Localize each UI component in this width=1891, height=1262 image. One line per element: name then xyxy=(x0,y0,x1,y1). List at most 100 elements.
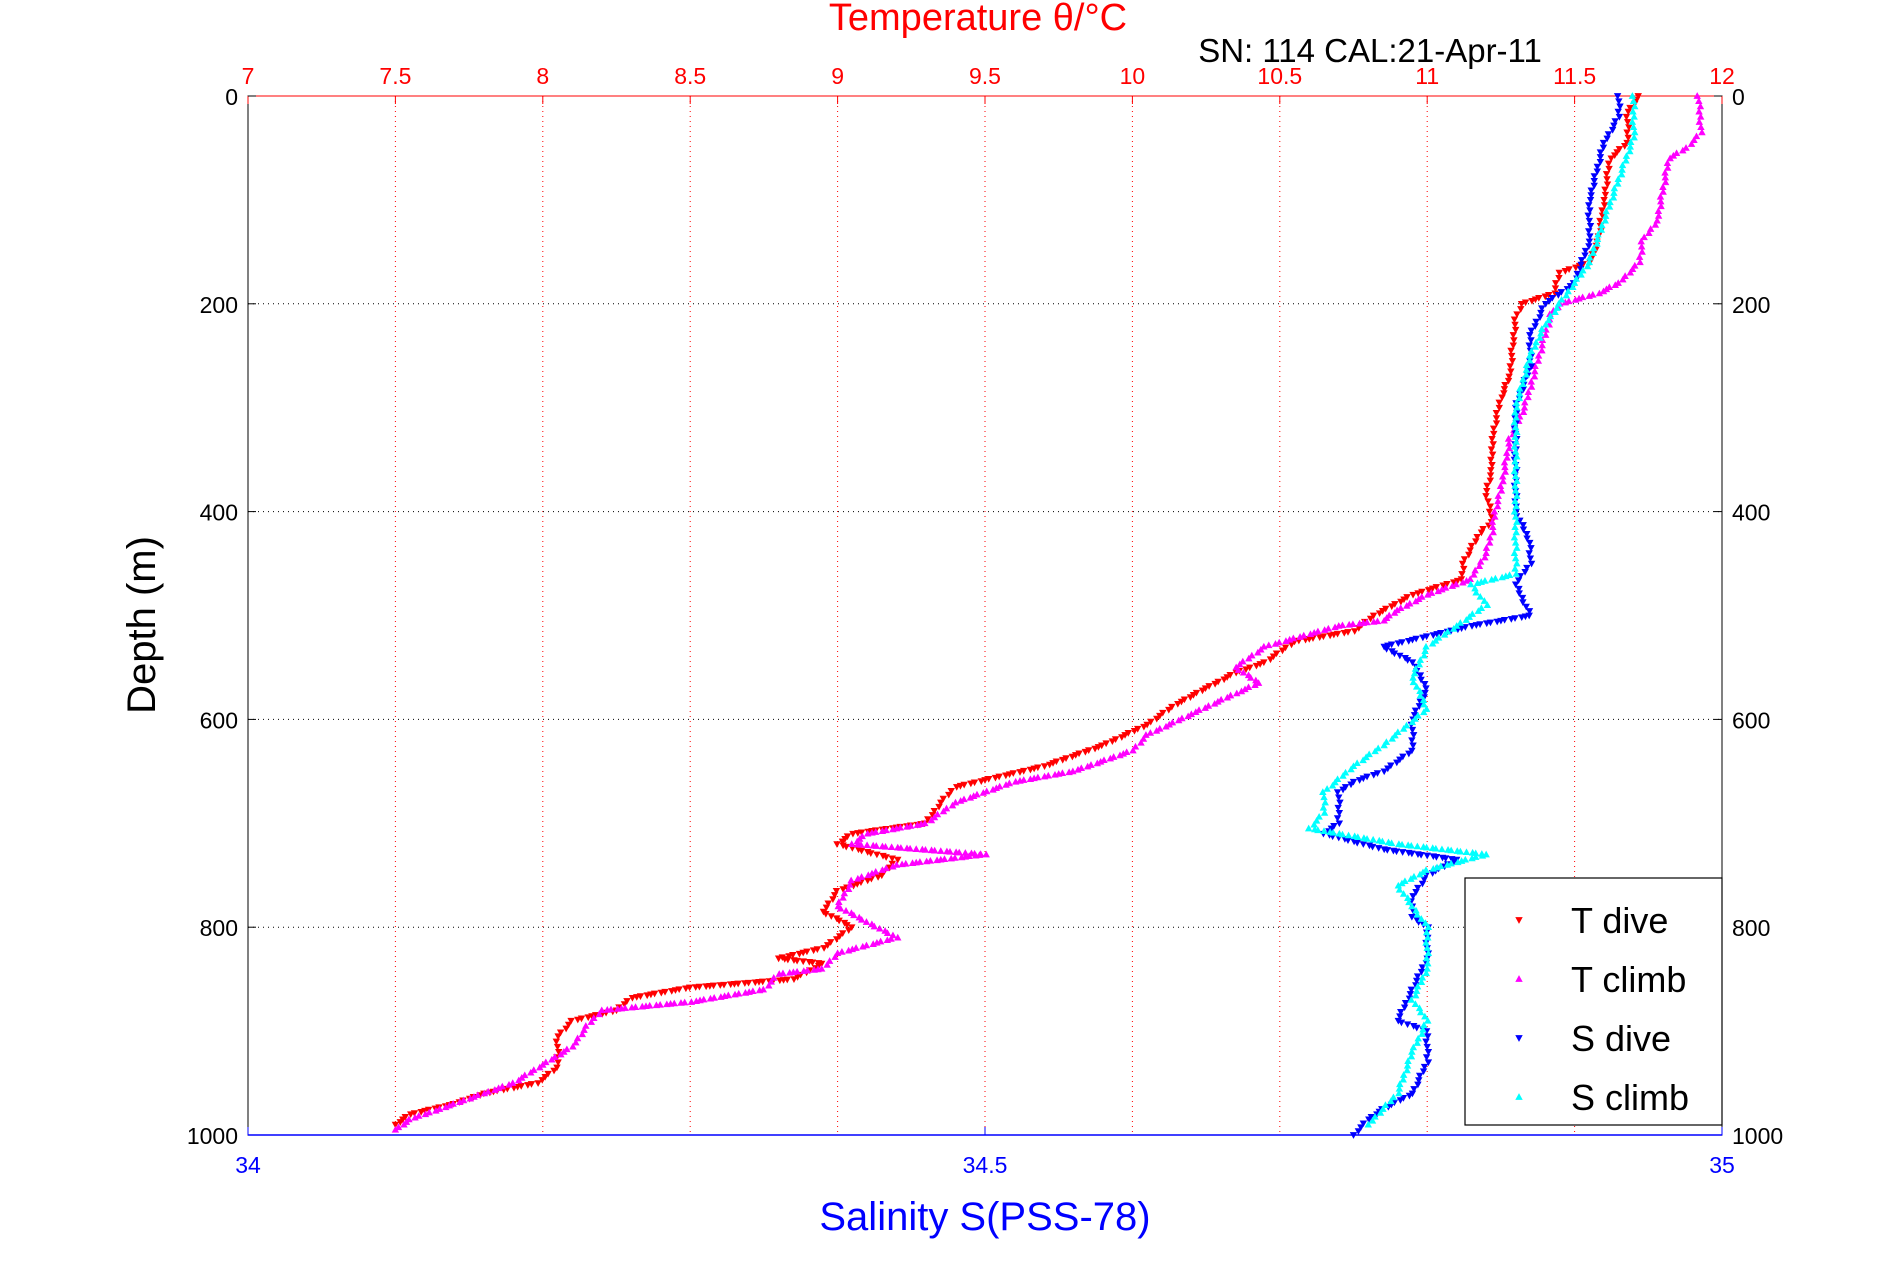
data-point xyxy=(1482,549,1490,557)
data-point xyxy=(534,1080,542,1087)
data-point xyxy=(1603,176,1611,183)
data-point xyxy=(1483,601,1492,608)
data-point xyxy=(1619,275,1627,283)
data-point xyxy=(1405,898,1413,906)
data-point xyxy=(1357,1124,1365,1132)
data-point xyxy=(1488,461,1496,469)
data-point xyxy=(1512,502,1520,510)
data-point xyxy=(1365,750,1373,758)
data-point xyxy=(1223,693,1232,701)
data-point xyxy=(539,1061,547,1068)
data-point xyxy=(1389,1093,1398,1101)
data-point xyxy=(1489,528,1497,536)
temperature-tick-label: 10.5 xyxy=(1257,63,1302,89)
data-point xyxy=(863,829,872,837)
data-point xyxy=(1513,428,1521,436)
data-point xyxy=(1698,128,1706,136)
data-point xyxy=(842,907,850,914)
depth-tick-label-left: 0 xyxy=(225,84,238,110)
data-point xyxy=(1420,876,1428,884)
data-point xyxy=(1239,657,1247,665)
data-point xyxy=(657,989,666,997)
data-point xyxy=(1513,403,1521,411)
data-point xyxy=(1443,861,1452,868)
data-point xyxy=(1381,1101,1390,1108)
data-point xyxy=(1629,97,1638,105)
data-point xyxy=(847,876,855,884)
data-point xyxy=(1488,436,1496,443)
data-point xyxy=(1093,759,1102,767)
data-point xyxy=(563,1045,571,1053)
data-point xyxy=(1473,579,1482,587)
data-point xyxy=(1374,845,1383,852)
data-point xyxy=(1130,727,1139,735)
data-point xyxy=(843,922,851,929)
data-point xyxy=(1424,1016,1432,1024)
data-point xyxy=(1335,810,1344,817)
data-point xyxy=(1628,118,1637,125)
data-point xyxy=(509,1079,517,1086)
data-point xyxy=(832,936,841,943)
chart-title: Temperature θ/°C xyxy=(829,0,1127,39)
temperature-tick-label: 7 xyxy=(242,63,255,89)
data-point xyxy=(1690,136,1698,144)
data-point xyxy=(1527,383,1536,390)
data-point xyxy=(1408,718,1417,726)
data-point xyxy=(1511,523,1519,531)
data-point xyxy=(1362,753,1370,761)
data-point xyxy=(1411,715,1419,722)
data-marks xyxy=(391,92,1706,1139)
data-point xyxy=(1484,498,1492,506)
data-point xyxy=(1510,549,1519,557)
data-point xyxy=(1415,660,1424,668)
data-point xyxy=(1233,689,1241,697)
data-point xyxy=(1654,212,1663,219)
data-point xyxy=(857,915,866,923)
data-point xyxy=(953,784,961,791)
data-point xyxy=(1210,699,1219,707)
data-point xyxy=(1487,575,1496,583)
data-point xyxy=(1506,363,1514,370)
data-point xyxy=(1201,704,1209,711)
data-point xyxy=(1666,154,1674,162)
data-point xyxy=(1410,1086,1418,1093)
data-point xyxy=(935,803,943,811)
salinity-tick-label: 35 xyxy=(1709,1152,1735,1178)
data-point xyxy=(1083,762,1092,770)
data-point xyxy=(1661,178,1670,186)
data-point xyxy=(1537,309,1545,317)
data-point xyxy=(1359,841,1368,848)
data-point xyxy=(822,904,831,912)
data-point xyxy=(692,997,701,1005)
data-point xyxy=(1515,585,1523,593)
data-point xyxy=(613,1005,622,1012)
data-point xyxy=(903,822,911,830)
data-point xyxy=(1260,642,1268,650)
data-point xyxy=(1315,812,1323,820)
data-point xyxy=(1251,681,1259,688)
data-point xyxy=(1638,248,1646,255)
data-point xyxy=(1091,745,1099,753)
data-point xyxy=(1379,1105,1387,1112)
data-point xyxy=(1393,759,1401,767)
data-point xyxy=(652,1001,661,1009)
data-point xyxy=(1186,694,1195,701)
data-point xyxy=(1486,477,1495,485)
data-point xyxy=(844,885,853,892)
data-point xyxy=(587,1018,596,1025)
data-point xyxy=(556,1029,565,1037)
legend-marker xyxy=(1515,917,1523,924)
data-point xyxy=(1320,827,1328,834)
data-point xyxy=(1412,682,1421,690)
data-point xyxy=(590,1014,598,1021)
data-point xyxy=(1422,928,1431,936)
data-point xyxy=(955,848,963,856)
data-point xyxy=(1118,734,1126,741)
data-point xyxy=(425,1108,433,1116)
data-point xyxy=(1587,187,1595,195)
data-point xyxy=(1424,933,1432,941)
data-point xyxy=(1413,973,1422,980)
data-point xyxy=(1108,738,1117,746)
data-point xyxy=(578,1030,587,1038)
data-point xyxy=(933,810,942,818)
